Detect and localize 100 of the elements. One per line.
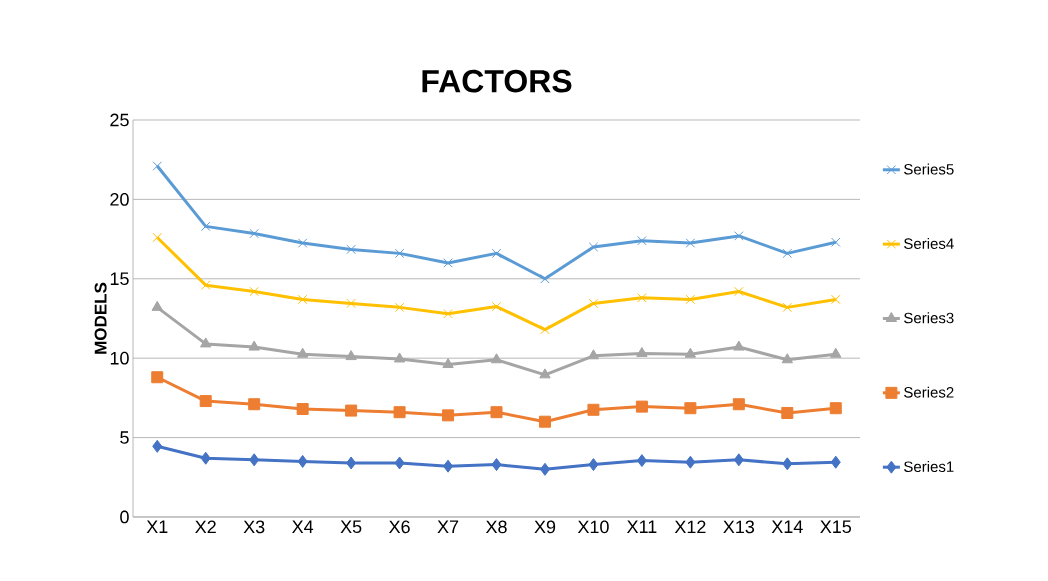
point xyxy=(346,456,357,470)
y-tick-label: 15 xyxy=(110,272,129,286)
point xyxy=(491,458,502,472)
point xyxy=(443,258,453,268)
legend-label: Series4 xyxy=(904,237,954,249)
point xyxy=(394,248,405,259)
point xyxy=(297,294,308,305)
point xyxy=(831,294,841,305)
point xyxy=(345,404,358,417)
y-tick-label: 25 xyxy=(110,113,129,127)
point xyxy=(685,455,696,469)
legend-label: Series1 xyxy=(904,460,954,473)
point xyxy=(394,302,405,313)
point xyxy=(782,457,793,471)
point xyxy=(393,352,406,363)
x-tick-label: X10 xyxy=(577,520,609,534)
point xyxy=(588,298,599,309)
y-tick-label: 5 xyxy=(120,431,129,444)
point xyxy=(249,453,260,467)
legend-label: Series2 xyxy=(904,386,954,398)
y-axis-title: MODELS xyxy=(94,282,107,354)
point xyxy=(539,462,550,476)
point xyxy=(346,244,356,255)
x-tick-label: X5 xyxy=(340,520,362,534)
x-tick-label: X15 xyxy=(820,520,852,534)
x-tick-label: X3 xyxy=(243,520,265,534)
point xyxy=(637,235,647,246)
point xyxy=(636,346,648,357)
legend-label: Series3 xyxy=(904,312,954,324)
x-tick-label: X2 xyxy=(195,520,216,534)
x-tick-label: X8 xyxy=(485,520,507,534)
x-tick-label: X11 xyxy=(626,520,657,533)
point xyxy=(587,403,600,416)
point xyxy=(685,238,696,248)
point xyxy=(200,451,211,465)
point xyxy=(684,347,697,358)
point xyxy=(443,308,453,319)
point xyxy=(151,371,164,384)
x-tick-label: X7 xyxy=(437,520,459,533)
point xyxy=(199,395,212,408)
point xyxy=(733,453,744,467)
point xyxy=(152,161,162,171)
point xyxy=(830,347,842,358)
point xyxy=(781,406,794,419)
point xyxy=(540,324,550,335)
point xyxy=(830,455,841,469)
point xyxy=(540,274,550,284)
point xyxy=(636,454,647,468)
x-tick-label: X9 xyxy=(534,520,556,534)
point xyxy=(152,232,162,243)
point xyxy=(539,368,551,379)
y-tick-label: 0 xyxy=(120,510,129,524)
point xyxy=(200,221,211,232)
x-tick-label: X1 xyxy=(146,520,168,533)
point xyxy=(346,298,356,309)
point xyxy=(442,409,455,422)
point xyxy=(685,294,696,305)
point xyxy=(635,400,648,413)
point xyxy=(538,415,551,428)
point xyxy=(782,248,793,259)
point xyxy=(151,300,163,311)
point xyxy=(296,347,309,358)
point xyxy=(200,337,212,348)
point xyxy=(249,286,259,297)
x-tick-label: X14 xyxy=(771,520,803,533)
y-tick-label: 20 xyxy=(110,193,129,206)
x-tick-label: X13 xyxy=(723,520,755,534)
point xyxy=(491,248,502,259)
point xyxy=(588,242,599,252)
point xyxy=(248,398,261,411)
x-tick-label: X12 xyxy=(674,520,706,534)
point xyxy=(781,353,794,364)
point xyxy=(733,340,745,351)
point xyxy=(491,301,502,312)
point xyxy=(200,280,211,290)
point xyxy=(443,459,454,473)
legend-label: Series5 xyxy=(904,163,954,175)
x-tick-label: X6 xyxy=(388,520,410,534)
point xyxy=(152,439,163,453)
point xyxy=(684,402,697,415)
point xyxy=(734,286,744,297)
point xyxy=(345,350,357,361)
point xyxy=(829,402,842,415)
point xyxy=(637,293,647,303)
point xyxy=(248,340,260,351)
point xyxy=(394,456,405,470)
point xyxy=(490,406,503,419)
x-tick-label: X4 xyxy=(292,520,314,533)
point xyxy=(588,458,599,472)
point xyxy=(393,406,406,419)
point xyxy=(297,238,308,248)
point xyxy=(296,403,309,415)
point xyxy=(442,358,454,369)
point xyxy=(734,231,744,241)
point xyxy=(490,353,503,364)
point xyxy=(249,228,259,239)
chart-title: FACTORS xyxy=(422,69,572,93)
point xyxy=(297,454,308,468)
point xyxy=(587,349,600,360)
point xyxy=(782,302,793,313)
